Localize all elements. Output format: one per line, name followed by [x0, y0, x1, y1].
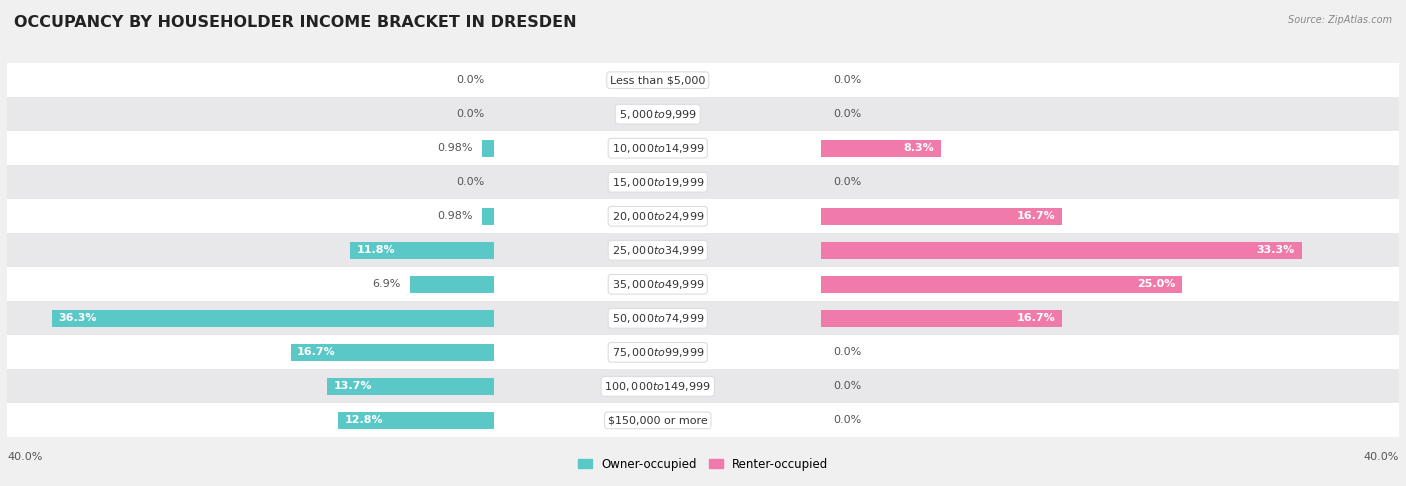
Bar — [821, 301, 1399, 335]
Text: OCCUPANCY BY HOUSEHOLDER INCOME BRACKET IN DRESDEN: OCCUPANCY BY HOUSEHOLDER INCOME BRACKET … — [14, 15, 576, 30]
Bar — [7, 199, 495, 233]
Bar — [821, 403, 1399, 437]
Legend: Owner-occupied, Renter-occupied: Owner-occupied, Renter-occupied — [572, 453, 834, 475]
Bar — [821, 140, 941, 156]
Bar — [7, 233, 495, 267]
Text: $100,000 to $149,999: $100,000 to $149,999 — [605, 380, 711, 393]
Bar — [495, 131, 821, 165]
Text: $75,000 to $99,999: $75,000 to $99,999 — [612, 346, 704, 359]
Bar — [7, 369, 495, 403]
Text: 0.0%: 0.0% — [832, 382, 860, 391]
Bar — [821, 369, 1399, 403]
Text: $5,000 to $9,999: $5,000 to $9,999 — [619, 108, 697, 121]
Bar — [495, 199, 821, 233]
Text: 33.3%: 33.3% — [1257, 245, 1295, 255]
Bar — [495, 63, 821, 97]
Text: 0.0%: 0.0% — [456, 109, 485, 119]
Text: 12.8%: 12.8% — [344, 416, 382, 425]
Bar — [821, 335, 1399, 369]
Bar — [7, 97, 495, 131]
Text: Less than $5,000: Less than $5,000 — [610, 75, 706, 85]
Text: $20,000 to $24,999: $20,000 to $24,999 — [612, 210, 704, 223]
Bar — [821, 199, 1399, 233]
Text: $150,000 or more: $150,000 or more — [607, 416, 707, 425]
Bar — [7, 267, 495, 301]
Text: 0.0%: 0.0% — [832, 109, 860, 119]
Bar — [291, 344, 495, 361]
Bar — [495, 97, 821, 131]
Text: 36.3%: 36.3% — [58, 313, 97, 323]
Text: Source: ZipAtlas.com: Source: ZipAtlas.com — [1288, 15, 1392, 25]
Text: 6.9%: 6.9% — [373, 279, 401, 289]
Bar — [821, 267, 1399, 301]
Bar — [821, 208, 1063, 225]
Text: 0.0%: 0.0% — [456, 75, 485, 85]
Bar — [495, 403, 821, 437]
Text: 0.98%: 0.98% — [437, 211, 472, 221]
Text: 0.0%: 0.0% — [456, 177, 485, 187]
Text: $15,000 to $19,999: $15,000 to $19,999 — [612, 176, 704, 189]
Bar — [821, 165, 1399, 199]
Bar — [821, 63, 1399, 97]
Bar — [482, 140, 495, 156]
Bar — [52, 310, 495, 327]
Text: 13.7%: 13.7% — [333, 382, 373, 391]
Bar — [495, 369, 821, 403]
Text: 16.7%: 16.7% — [1017, 313, 1056, 323]
Text: 0.0%: 0.0% — [832, 347, 860, 357]
Bar — [495, 165, 821, 199]
Text: 16.7%: 16.7% — [297, 347, 336, 357]
Bar — [821, 233, 1399, 267]
Bar — [821, 97, 1399, 131]
Text: 25.0%: 25.0% — [1137, 279, 1175, 289]
Text: 8.3%: 8.3% — [903, 143, 934, 153]
Text: $10,000 to $14,999: $10,000 to $14,999 — [612, 142, 704, 155]
Text: 16.7%: 16.7% — [1017, 211, 1056, 221]
Bar — [7, 63, 495, 97]
Bar — [821, 310, 1063, 327]
Bar — [821, 131, 1399, 165]
Text: $35,000 to $49,999: $35,000 to $49,999 — [612, 278, 704, 291]
Bar — [339, 412, 495, 429]
Bar — [7, 131, 495, 165]
Text: 40.0%: 40.0% — [7, 452, 42, 462]
Text: 11.8%: 11.8% — [357, 245, 395, 255]
Text: 0.0%: 0.0% — [832, 75, 860, 85]
Bar — [7, 335, 495, 369]
Text: 0.98%: 0.98% — [437, 143, 472, 153]
Text: 40.0%: 40.0% — [1364, 452, 1399, 462]
Text: $25,000 to $34,999: $25,000 to $34,999 — [612, 244, 704, 257]
Bar — [482, 208, 495, 225]
Bar — [328, 378, 495, 395]
Bar — [7, 165, 495, 199]
Bar — [411, 276, 495, 293]
Bar — [821, 276, 1182, 293]
Bar — [821, 242, 1302, 259]
Bar — [495, 335, 821, 369]
Bar — [495, 267, 821, 301]
Bar — [7, 301, 495, 335]
Bar — [350, 242, 495, 259]
Text: 0.0%: 0.0% — [832, 416, 860, 425]
Bar — [495, 301, 821, 335]
Text: $50,000 to $74,999: $50,000 to $74,999 — [612, 312, 704, 325]
Bar — [495, 233, 821, 267]
Bar — [7, 403, 495, 437]
Text: 0.0%: 0.0% — [832, 177, 860, 187]
